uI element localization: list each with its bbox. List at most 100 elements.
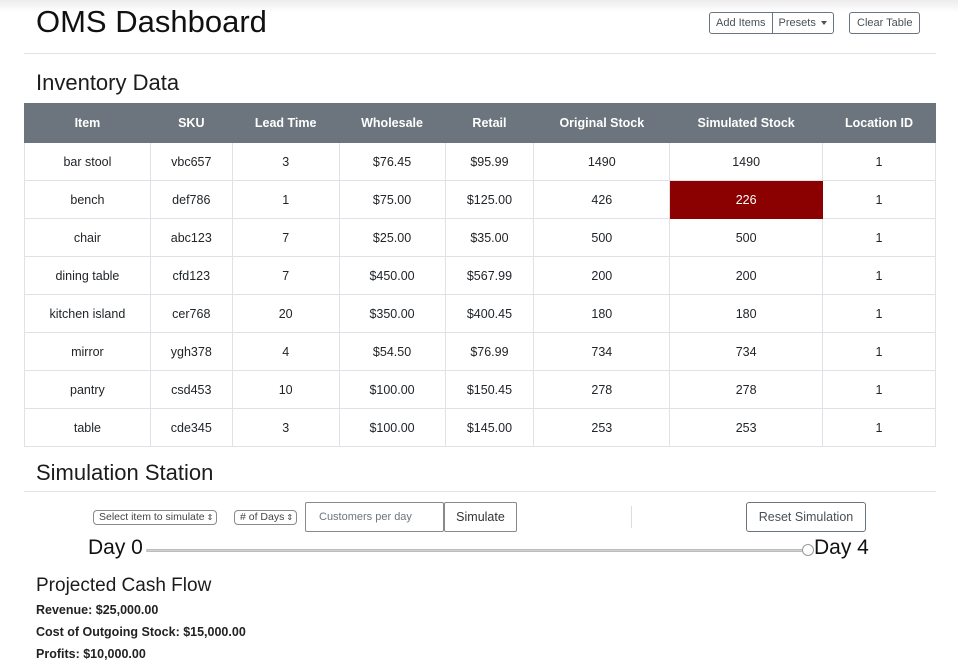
days-select[interactable]: # of Days ⇕	[234, 510, 298, 525]
cell-retail: $567.99	[444, 256, 535, 295]
cell-original-stock: 734	[533, 332, 671, 371]
cell-original-stock: 278	[533, 370, 671, 409]
item-select-value: Select item to simulate	[99, 511, 205, 523]
chevron-down-icon	[820, 21, 827, 25]
cell-item: dining table	[24, 256, 151, 295]
column-header-wholesale[interactable]: Wholesale	[338, 103, 446, 143]
column-header-location-id[interactable]: Location ID	[822, 103, 936, 143]
table-row: bench def786 1 $75.00 $125.00 426 226 1	[24, 180, 936, 219]
table-row: table cde345 3 $100.00 $145.00 253 253 1	[24, 408, 936, 447]
revenue-text: Revenue: $25,000.00	[36, 603, 159, 617]
day-start-label: Day 0	[88, 536, 143, 559]
cell-original-stock: 200	[533, 256, 671, 295]
day-slider-track[interactable]	[146, 549, 808, 552]
page-header: OMS Dashboard Add Items Presets Clear Ta…	[24, 0, 936, 54]
table-row: dining table cfd123 7 $450.00 $567.99 20…	[24, 256, 936, 295]
select-arrows-icon: ⇕	[286, 513, 294, 522]
reset-simulation-button[interactable]: Reset Simulation	[746, 502, 866, 532]
cell-location-id: 1	[822, 256, 936, 295]
cash-flow-title: Projected Cash Flow	[36, 575, 212, 596]
day-slider-thumb[interactable]	[802, 544, 814, 556]
cell-location-id: 1	[822, 332, 936, 371]
cell-sku: abc123	[149, 218, 233, 257]
presets-label: Presets	[778, 17, 816, 29]
cell-sku: def786	[149, 180, 233, 219]
section-divider	[24, 491, 936, 492]
cell-wholesale: $54.50	[338, 332, 446, 371]
column-header-sku[interactable]: SKU	[149, 103, 233, 143]
clear-table-button[interactable]: Clear Table	[849, 12, 921, 34]
cell-item: table	[24, 408, 151, 447]
column-header-lead-time[interactable]: Lead Time	[231, 103, 340, 143]
cell-location-id: 1	[822, 408, 936, 447]
item-select[interactable]: Select item to simulate ⇕	[93, 510, 218, 525]
cell-retail: $95.99	[444, 142, 535, 181]
profits-text: Profits: $10,000.00	[36, 647, 146, 661]
cell-simulated-stock: 200	[669, 256, 824, 295]
table-row: mirror ygh378 4 $54.50 $76.99 734 734 1	[24, 332, 936, 371]
cell-wholesale: $25.00	[338, 218, 446, 257]
cell-item: bench	[24, 180, 151, 219]
column-header-original-stock[interactable]: Original Stock	[533, 103, 671, 143]
add-items-label: Add Items	[716, 17, 766, 29]
cell-wholesale: $350.00	[338, 294, 446, 333]
table-row: kitchen island cer768 20 $350.00 $400.45…	[24, 294, 936, 333]
cell-retail: $35.00	[444, 218, 535, 257]
table-row: bar stool vbc657 3 $76.45 $95.99 1490 14…	[24, 142, 936, 181]
cell-sku: cfd123	[149, 256, 233, 295]
cell-lead-time: 7	[231, 256, 340, 295]
day-end-label: Day 4	[814, 536, 869, 559]
cell-wholesale: $100.00	[338, 408, 446, 447]
cell-item: pantry	[24, 370, 151, 409]
cost-text: Cost of Outgoing Stock: $15,000.00	[36, 625, 246, 639]
cell-wholesale: $100.00	[338, 370, 446, 409]
cell-original-stock: 426	[533, 180, 671, 219]
customers-per-day-input[interactable]: Customers per day	[305, 502, 444, 532]
column-header-retail[interactable]: Retail	[444, 103, 535, 143]
select-arrows-icon: ⇕	[206, 513, 214, 522]
cell-lead-time: 7	[231, 218, 340, 257]
cell-location-id: 1	[822, 218, 936, 257]
cell-simulated-stock: 253	[669, 408, 824, 447]
cell-lead-time: 4	[231, 332, 340, 371]
vertical-divider	[631, 506, 632, 528]
inventory-table: Item SKU Lead Time Wholesale Retail Orig…	[24, 103, 936, 447]
cell-simulated-stock: 278	[669, 370, 824, 409]
table-header-row: Item SKU Lead Time Wholesale Retail Orig…	[24, 103, 936, 143]
cell-simulated-stock: 734	[669, 332, 824, 371]
inventory-title: Inventory Data	[36, 70, 180, 95]
cell-retail: $150.45	[444, 370, 535, 409]
top-shadow	[0, 0, 958, 12]
cell-simulated-stock: 1490	[669, 142, 824, 181]
cell-sku: cer768	[149, 294, 233, 333]
cell-item: mirror	[24, 332, 151, 371]
column-header-simulated-stock[interactable]: Simulated Stock	[669, 103, 824, 143]
cell-sku: ygh378	[149, 332, 233, 371]
add-items-button[interactable]: Add Items	[709, 12, 773, 34]
cell-simulated-stock-highlighted: 226	[669, 180, 824, 219]
cell-original-stock: 1490	[533, 142, 671, 181]
cell-retail: $125.00	[444, 180, 535, 219]
cell-item: bar stool	[24, 142, 151, 181]
presets-dropdown-button[interactable]: Presets	[772, 12, 834, 34]
cell-retail: $145.00	[444, 408, 535, 447]
cell-item: kitchen island	[24, 294, 151, 333]
simulate-button[interactable]: Simulate	[444, 502, 517, 532]
cell-lead-time: 10	[231, 370, 340, 409]
cell-retail: $400.45	[444, 294, 535, 333]
cell-simulated-stock: 500	[669, 218, 824, 257]
cell-item: chair	[24, 218, 151, 257]
cell-simulated-stock: 180	[669, 294, 824, 333]
simulation-title: Simulation Station	[36, 460, 214, 485]
header-button-group: Add Items Presets	[709, 12, 834, 34]
cell-lead-time: 3	[231, 142, 340, 181]
cell-location-id: 1	[822, 180, 936, 219]
cell-retail: $76.99	[444, 332, 535, 371]
table-row: chair abc123 7 $25.00 $35.00 500 500 1	[24, 218, 936, 257]
cell-wholesale: $450.00	[338, 256, 446, 295]
cell-location-id: 1	[822, 370, 936, 409]
column-header-item[interactable]: Item	[24, 103, 151, 143]
cell-lead-time: 1	[231, 180, 340, 219]
cell-lead-time: 20	[231, 294, 340, 333]
cell-wholesale: $75.00	[338, 180, 446, 219]
